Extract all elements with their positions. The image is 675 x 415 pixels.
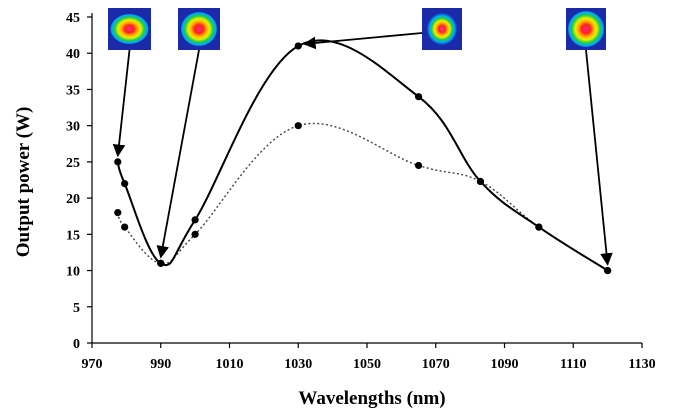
dotted-series-point bbox=[114, 209, 122, 217]
x-tick-label: 1010 bbox=[216, 357, 244, 372]
x-tick-label: 1050 bbox=[353, 357, 381, 372]
dotted-series-point bbox=[191, 230, 199, 238]
axis-labels: Wavelengths (nm) Output power (W) bbox=[13, 107, 446, 409]
beam-profile-3 bbox=[422, 8, 462, 50]
series-layer bbox=[114, 39, 612, 275]
x-tick-label: 1110 bbox=[560, 357, 586, 372]
x-tick-label: 1090 bbox=[491, 357, 519, 372]
beam-profile-4 bbox=[566, 8, 606, 50]
y-tick-label: 25 bbox=[66, 156, 80, 171]
beam-profile-spot bbox=[181, 12, 217, 46]
y-tick-label: 35 bbox=[66, 83, 80, 98]
y-tick-label: 0 bbox=[73, 337, 80, 352]
dotted-series-point bbox=[535, 223, 543, 231]
beam-profile-1 bbox=[108, 8, 151, 50]
y-tick-label: 45 bbox=[66, 11, 80, 26]
y-tick-label: 5 bbox=[73, 301, 80, 316]
beam-profile-2 bbox=[178, 8, 220, 50]
y-tick-label: 40 bbox=[66, 47, 80, 62]
x-tick-label: 1070 bbox=[422, 357, 450, 372]
annotation-arrow bbox=[585, 49, 613, 266]
beam-profile-spot bbox=[425, 11, 459, 47]
dotted-series-point bbox=[157, 259, 165, 267]
beam-profile-spot bbox=[110, 14, 149, 44]
solid-series-point bbox=[414, 93, 423, 101]
annotation-arrows bbox=[112, 32, 613, 266]
solid-series-point bbox=[191, 216, 199, 224]
x-tick-label: 970 bbox=[82, 357, 103, 372]
beam-profile-spot bbox=[568, 11, 604, 47]
solid-series-point bbox=[114, 158, 122, 166]
solid-series-point bbox=[294, 42, 302, 50]
dotted-series-point bbox=[604, 266, 612, 275]
x-tick-label: 990 bbox=[150, 357, 171, 372]
dotted-series-line bbox=[117, 122, 608, 272]
x-tick-label: 1130 bbox=[628, 357, 655, 372]
y-tick-label: 15 bbox=[66, 228, 80, 243]
solid-series-point bbox=[121, 180, 129, 188]
x-axis-title: Wavelengths (nm) bbox=[298, 388, 445, 409]
dotted-series-point bbox=[294, 122, 302, 130]
dotted-series-point bbox=[414, 161, 423, 170]
y-axis-title: Output power (W) bbox=[13, 107, 34, 258]
y-tick-label: 30 bbox=[66, 120, 80, 135]
annotation-arrow bbox=[302, 32, 423, 50]
annotation-arrow bbox=[112, 49, 131, 158]
y-tick-label: 20 bbox=[66, 192, 80, 207]
solid-series-line bbox=[116, 39, 609, 272]
axes: 0 5 10 15 20 25 30 35 40 45 970 990 1010 1030 1050 1070… bbox=[66, 11, 656, 372]
x-tick-label: 1030 bbox=[284, 357, 312, 372]
dotted-series-point bbox=[121, 223, 129, 231]
annotation-arrow bbox=[156, 49, 200, 259]
y-tick-label: 10 bbox=[66, 265, 80, 280]
dotted-series-point bbox=[476, 177, 485, 186]
beam-profile-insets bbox=[108, 8, 606, 50]
